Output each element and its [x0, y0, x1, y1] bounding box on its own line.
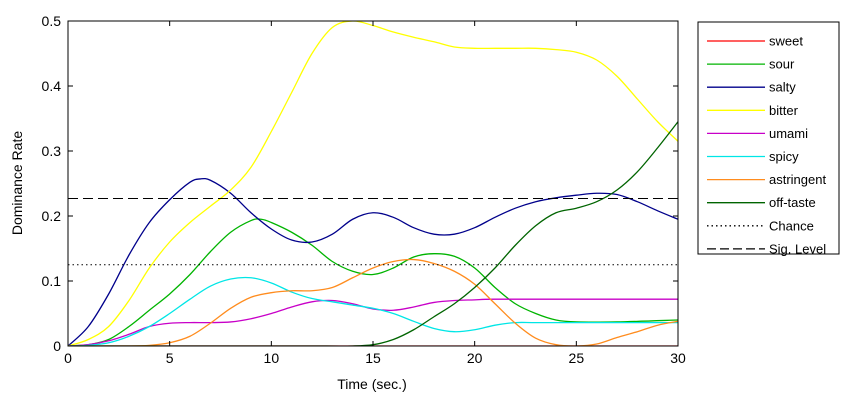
legend-label: spicy	[769, 149, 799, 164]
series-line-spicy	[68, 276, 678, 346]
reference-lines	[68, 197, 678, 266]
x-axis-label: Time (sec.)	[337, 376, 406, 392]
y-tick-labels: 0 0.1 0.2 0.3 0.4 0.5	[42, 13, 62, 354]
y-tick-label: 0	[53, 338, 61, 354]
legend-box	[697, 21, 840, 255]
y-tick-label: 0.3	[42, 143, 62, 159]
x-tick-label: 25	[569, 350, 585, 366]
legend-entry-sour: sour	[707, 57, 795, 72]
legend-label: umami	[769, 126, 808, 141]
legend-entry-spicy: spicy	[707, 149, 799, 164]
legend: sweet sour salty bitter umami spicy astringent…	[697, 21, 840, 256]
legend-entry-sweet: sweet	[707, 34, 803, 49]
legend-label: sour	[769, 57, 795, 72]
legend-entry-chance: Chance	[707, 218, 814, 233]
legend-entry-sig-level: Sig. Level	[707, 241, 826, 256]
y-axis-label: Dominance Rate	[9, 131, 25, 235]
x-tick-label: 10	[264, 350, 280, 366]
y-tick-label: 0.5	[42, 13, 62, 29]
legend-entry-salty: salty	[707, 80, 796, 95]
series-line-off-taste	[68, 121, 678, 346]
legend-label: astringent	[769, 172, 826, 187]
legend-label: off-taste	[769, 195, 816, 210]
y-tick-label: 0.4	[42, 78, 62, 94]
x-tick-label: 20	[467, 350, 483, 366]
legend-entry-off-taste: off-taste	[707, 195, 816, 210]
legend-entry-astringent: astringent	[707, 172, 826, 187]
legend-label: Chance	[769, 218, 814, 233]
x-tick-label: 15	[365, 350, 381, 366]
x-tick-label: 30	[670, 350, 686, 366]
legend-label: sweet	[769, 34, 803, 49]
legend-label: salty	[769, 80, 796, 95]
tick-marks	[67, 20, 679, 347]
legend-label: bitter	[769, 103, 799, 118]
series-line-sour	[68, 218, 678, 346]
x-tick-labels: 0 5 10 15 20 25 30	[64, 350, 686, 366]
y-tick-label: 0.2	[42, 208, 62, 224]
x-tick-label: 5	[166, 350, 174, 366]
y-tick-label: 0.1	[42, 273, 62, 289]
legend-entry-bitter: bitter	[707, 103, 799, 118]
legend-label: Sig. Level	[769, 241, 826, 256]
x-tick-label: 0	[64, 350, 72, 366]
series-line-salty	[68, 177, 678, 346]
legend-entry-umami: umami	[707, 126, 808, 141]
